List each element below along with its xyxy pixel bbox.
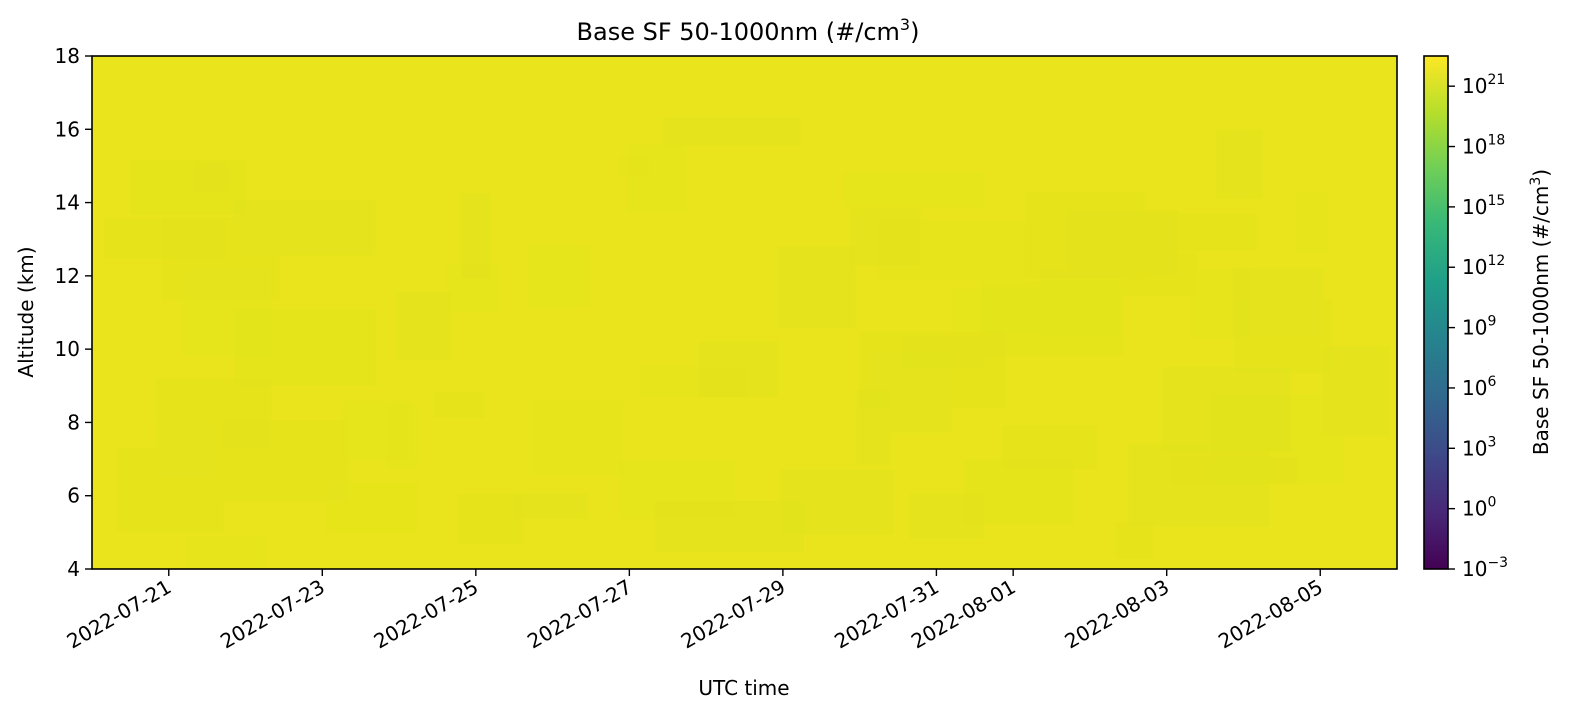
texture-patch bbox=[396, 292, 451, 360]
texture-patch bbox=[1322, 346, 1390, 436]
texture-patch bbox=[663, 117, 801, 146]
texture-patch bbox=[856, 390, 890, 465]
colorbar-tick-label: 1015 bbox=[1462, 193, 1505, 219]
texture-patch bbox=[447, 263, 498, 312]
texture-patch bbox=[1233, 268, 1324, 337]
y-axis-label: Altitude (km) bbox=[14, 246, 38, 377]
chart-title: Base SF 50-1000nm (#/cm3) bbox=[577, 15, 920, 46]
colorbar-tick-label: 109 bbox=[1462, 314, 1496, 340]
colorbar: 10−3 100 103 106 109 1012 1015 1018 1021 bbox=[1423, 55, 1508, 581]
y-tick-label: 10 bbox=[55, 337, 80, 361]
texture-patch bbox=[1162, 367, 1292, 452]
y-tick-label: 6 bbox=[67, 484, 80, 508]
x-tick-label: 2022-07-27 bbox=[523, 575, 636, 654]
x-axis: 2022-07-21 2022-07-23 2022-07-25 2022-07-27… bbox=[63, 569, 1327, 653]
texture-patch bbox=[1025, 191, 1145, 279]
texture-patch bbox=[234, 199, 376, 256]
heatmap-plot-area bbox=[91, 55, 1398, 570]
texture-patch bbox=[619, 460, 735, 519]
x-tick-label: 2022-07-23 bbox=[216, 575, 329, 654]
texture-patch bbox=[963, 459, 1074, 525]
texture-patch bbox=[777, 246, 856, 329]
colorbar-tick-label: 1018 bbox=[1462, 133, 1505, 159]
texture-patch bbox=[1171, 456, 1298, 484]
x-tick-label: 2022-08-05 bbox=[1214, 575, 1327, 654]
texture-patch bbox=[457, 493, 524, 544]
texture-patch bbox=[1121, 252, 1197, 296]
colorbar-tick-label: 1012 bbox=[1462, 253, 1505, 279]
colorbar-tick-label: 103 bbox=[1462, 434, 1496, 460]
texture-patch bbox=[1296, 191, 1328, 254]
texture-patch bbox=[183, 266, 272, 356]
texture-patch bbox=[1143, 213, 1257, 251]
texture-patch bbox=[1190, 268, 1251, 340]
colorbar-gradient bbox=[1424, 56, 1448, 569]
texture-patch bbox=[104, 218, 226, 259]
texture-patch bbox=[627, 145, 686, 212]
colorbar-label: Base SF 50-1000nm (#/cm3) bbox=[1528, 169, 1553, 455]
texture-patch bbox=[223, 420, 349, 502]
plot-frame bbox=[91, 55, 1398, 570]
colorbar-tick-label: 106 bbox=[1462, 374, 1496, 400]
texture-patch bbox=[528, 245, 589, 307]
x-axis-label: UTC time bbox=[698, 676, 789, 700]
texture-patch bbox=[514, 493, 588, 519]
texture-patch bbox=[532, 401, 623, 475]
texture-patch bbox=[386, 404, 418, 469]
x-tick-label: 2022-07-29 bbox=[677, 575, 790, 654]
texture-patch bbox=[850, 208, 921, 266]
texture-patch bbox=[1216, 130, 1263, 199]
texture-patch bbox=[434, 392, 485, 418]
texture-patch bbox=[157, 418, 213, 479]
colorbar-ticks: 10−3 100 103 106 109 1012 1015 1018 1021 bbox=[1448, 72, 1508, 581]
texture-patch bbox=[859, 331, 1005, 408]
y-tick-label: 14 bbox=[55, 191, 80, 215]
texture-patch bbox=[843, 172, 984, 207]
texture-patch bbox=[235, 309, 376, 386]
texture-patch bbox=[187, 536, 267, 568]
y-tick-label: 8 bbox=[67, 410, 80, 434]
x-tick-label: 2022-07-21 bbox=[63, 575, 176, 654]
y-axis: 4 6 8 10 12 14 16 18 bbox=[55, 44, 92, 581]
texture-patch bbox=[343, 401, 410, 460]
texture-patch bbox=[618, 155, 650, 176]
colorbar-frame bbox=[1423, 55, 1449, 570]
colorbar-tick-label: 1021 bbox=[1462, 72, 1505, 98]
colorbar-tick-label: 10−3 bbox=[1462, 555, 1508, 581]
texture-patch bbox=[193, 161, 229, 192]
texture-patch bbox=[1066, 210, 1179, 275]
texture-patch bbox=[1234, 298, 1332, 373]
y-tick-label: 18 bbox=[55, 44, 80, 68]
texture-patch bbox=[981, 281, 1123, 356]
heatmap-texture bbox=[104, 117, 1390, 568]
y-tick-label: 16 bbox=[55, 117, 80, 141]
texture-patch bbox=[326, 482, 418, 533]
y-tick-label: 12 bbox=[55, 264, 80, 288]
x-tick-label: 2022-08-03 bbox=[1061, 575, 1174, 654]
texture-patch bbox=[1115, 522, 1154, 559]
x-tick-label: 2022-07-25 bbox=[370, 575, 483, 654]
y-tick-label: 4 bbox=[67, 557, 80, 581]
texture-patch bbox=[130, 159, 247, 215]
texture-patch bbox=[698, 341, 778, 397]
texture-patch bbox=[879, 220, 1026, 281]
colorbar-tick-label: 100 bbox=[1462, 495, 1496, 521]
texture-patch bbox=[901, 335, 985, 368]
